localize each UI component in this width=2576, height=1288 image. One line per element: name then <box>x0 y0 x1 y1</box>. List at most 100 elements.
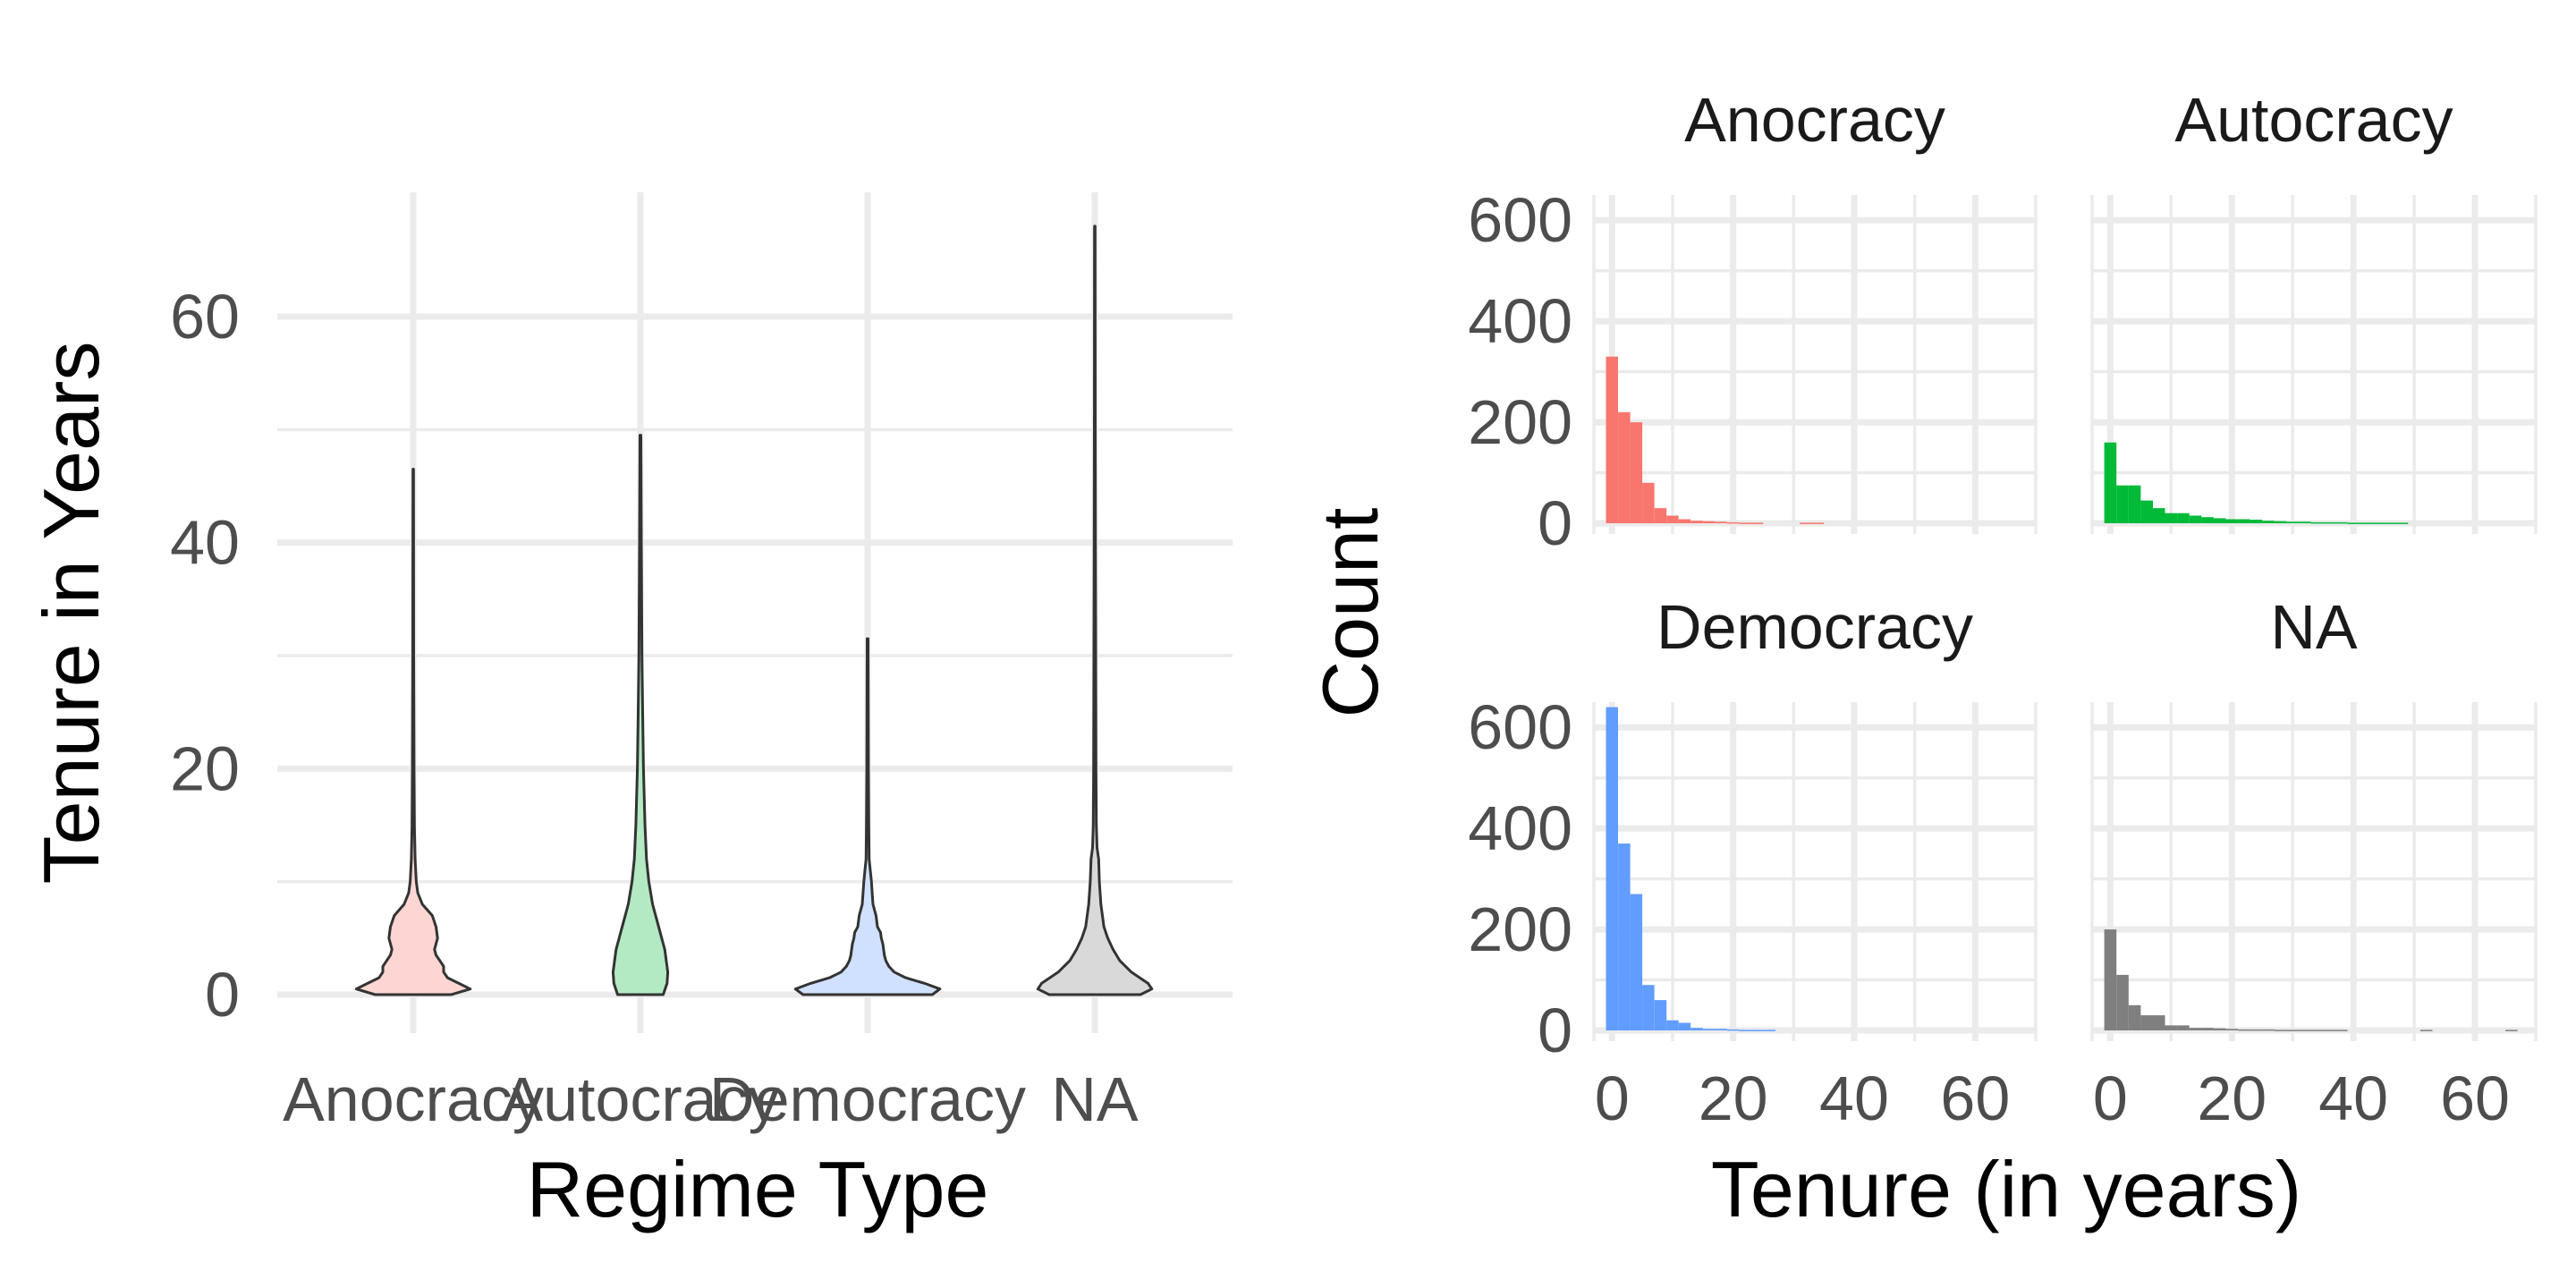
histogram-bar <box>1642 482 1655 523</box>
violin-x-tick-label: Anocracy <box>283 1064 544 1134</box>
facet-x-tick-label: 0 <box>2093 1063 2128 1133</box>
histogram-bar <box>2274 1030 2287 1031</box>
facet-anocracy: Anocracy 0 200 400 600 <box>1468 85 2038 558</box>
histogram-bar <box>2274 521 2287 523</box>
facet-x-tick-label: 0 <box>1595 1063 1630 1133</box>
histogram-bar <box>2310 521 2324 524</box>
histogram-bar <box>2250 1029 2263 1031</box>
histogram-bar <box>1715 1029 1727 1030</box>
histogram-bar <box>2152 1015 2165 1030</box>
violin-y-axis-title: Tenure in Years <box>27 342 115 885</box>
histogram-bar <box>1763 1030 1775 1031</box>
histogram-bar <box>1618 411 1631 523</box>
violin-x-axis-title: Regime Type <box>527 1145 989 1233</box>
histogram-bar <box>2152 508 2165 523</box>
histogram-bar <box>2104 929 2117 1030</box>
violin-anocracy <box>354 468 472 996</box>
histogram-bar <box>1642 985 1655 1030</box>
histogram-bar <box>1811 522 1825 524</box>
histogram-bar <box>1654 508 1667 523</box>
histogram-bar <box>2116 485 2129 523</box>
histogram-bar <box>1726 521 1740 524</box>
histogram-bar <box>1750 522 1764 524</box>
histogram-bar <box>2213 1028 2226 1030</box>
histogram-bar <box>2128 485 2141 523</box>
facet-y-tick-label: 400 <box>1468 793 1572 863</box>
histogram-bar <box>2238 1029 2250 1031</box>
facet-democracy: Democracy 0 200 400 600 0 20 40 60 <box>1468 592 2038 1133</box>
histogram-bar <box>2201 517 2214 523</box>
histogram-bar <box>2299 1030 2311 1031</box>
histogram-bar <box>2165 1025 2178 1030</box>
histogram-bar <box>2177 1025 2190 1030</box>
histogram-bar <box>2384 522 2396 524</box>
facet-y-tick-label: 600 <box>1468 185 1572 255</box>
histogram-bar <box>2225 1029 2239 1030</box>
facet-y-tick-label: 0 <box>1538 488 1572 558</box>
histogram-y-axis-title: Count <box>1306 508 1394 718</box>
histogram-bar <box>1630 894 1643 1030</box>
histogram-bar <box>1606 707 1618 1030</box>
violin-x-tick-label: Autocracy <box>501 1064 779 1134</box>
histogram-bar <box>2334 521 2348 524</box>
violin-democracy <box>793 637 942 996</box>
histogram-bar <box>2250 520 2263 523</box>
histogram-bar <box>2238 519 2250 523</box>
facet-na: NA 0 20 40 60 <box>2090 592 2538 1133</box>
histogram-bar <box>1715 521 1727 523</box>
histogram-bar <box>1690 521 1703 523</box>
facet-x-tick-label: 20 <box>1699 1063 1768 1133</box>
histogram-bar <box>2360 522 2372 524</box>
histogram-bar <box>1654 1000 1667 1030</box>
violin-na <box>1036 225 1154 996</box>
histogram-bar <box>2286 1030 2299 1031</box>
histogram-bar <box>2419 1030 2433 1031</box>
histogram-bar <box>2262 1029 2275 1031</box>
histogram-bar <box>2128 1004 2141 1030</box>
histogram-panel: Anocracy0200400600AutocracyDemocracy0200… <box>1306 85 2538 1233</box>
violin-y-tick-label: 60 <box>170 282 240 352</box>
histogram-bar <box>2310 1030 2324 1031</box>
facet-autocracy: Autocracy <box>2090 85 2538 534</box>
histogram-bar <box>2177 513 2190 523</box>
histogram-bar <box>2262 521 2275 523</box>
violin-x-tick-label: Democracy <box>709 1064 1026 1134</box>
facet-strip-label: Anocracy <box>1684 85 1945 155</box>
facet-strip-label: Autocracy <box>2174 85 2453 155</box>
histogram-bar <box>2201 1028 2214 1030</box>
histogram-bar <box>1690 1028 1703 1030</box>
histogram-bar <box>2140 1015 2153 1030</box>
histogram-bar <box>2505 1030 2518 1031</box>
facet-y-tick-label: 400 <box>1468 286 1572 356</box>
histogram-bar <box>2116 974 2129 1030</box>
histogram-bar <box>1630 422 1643 523</box>
histogram-bar <box>2334 1030 2348 1031</box>
histogram-bar <box>2371 522 2385 524</box>
histogram-bar <box>1678 519 1691 523</box>
histogram-bar <box>2323 521 2335 524</box>
facet-x-tick-label: 20 <box>2197 1063 2267 1133</box>
histogram-bar <box>1739 1030 1751 1031</box>
facet-strip-label: Democracy <box>1657 592 1973 662</box>
facet-y-tick-label: 200 <box>1468 894 1572 964</box>
histogram-bar <box>1800 522 1812 524</box>
histogram-bar <box>1678 1022 1691 1030</box>
histogram-bar <box>1666 1020 1679 1030</box>
facet-y-tick-label: 600 <box>1468 692 1572 762</box>
violin-marks <box>354 225 1154 996</box>
facet-x-tick-label: 60 <box>1940 1063 2010 1133</box>
histogram-bar <box>2189 515 2202 523</box>
histogram-bar <box>2104 442 2117 523</box>
facet-strip-label: NA <box>2270 592 2358 662</box>
histogram-facets: Anocracy0200400600AutocracyDemocracy0200… <box>1468 85 2538 1133</box>
histogram-bar <box>1750 1030 1764 1031</box>
violin-y-tick-label: 0 <box>205 960 240 1030</box>
histogram-bar <box>2395 522 2409 524</box>
violin-y-tick-label: 20 <box>170 733 240 803</box>
facet-y-tick-label: 0 <box>1538 996 1572 1065</box>
histogram-bar <box>2347 522 2360 524</box>
